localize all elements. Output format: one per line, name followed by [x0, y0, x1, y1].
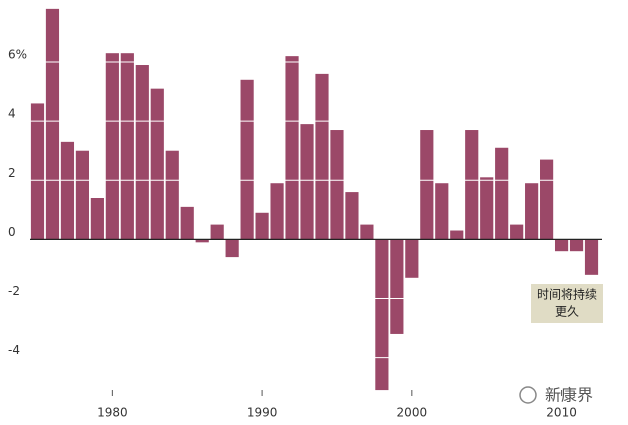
y-tick-label: 6% — [8, 48, 27, 62]
x-tick-label: 2000 — [397, 406, 428, 420]
bar — [315, 73, 329, 240]
bar — [510, 224, 524, 240]
bar — [375, 239, 389, 391]
bar — [30, 103, 45, 240]
bar — [360, 224, 374, 240]
bar — [120, 53, 134, 240]
x-tick-label: 2010 — [546, 406, 577, 420]
bar — [345, 192, 359, 240]
bar — [554, 239, 569, 252]
bar — [90, 198, 104, 240]
x-tick-label: 1980 — [97, 406, 128, 420]
y-tick-label: 0 — [8, 225, 16, 239]
bar — [45, 8, 60, 240]
bar — [390, 239, 404, 334]
bar — [584, 239, 599, 275]
bar — [435, 183, 449, 240]
bar — [525, 183, 539, 240]
bar — [60, 141, 75, 240]
bar — [480, 177, 494, 240]
bar — [210, 224, 224, 240]
bar — [569, 239, 584, 252]
bar — [330, 130, 344, 240]
bar — [240, 79, 254, 240]
bar — [150, 88, 164, 240]
plot: 6% 4 2 0 -2 -4 1980 1990 2000 2010 — [8, 8, 602, 420]
bar — [285, 56, 299, 240]
bar — [540, 159, 554, 240]
bar — [180, 206, 194, 240]
bar — [255, 212, 269, 240]
bar — [135, 65, 149, 240]
bar — [165, 150, 179, 240]
watermark-icon — [519, 386, 537, 404]
bar — [105, 53, 119, 240]
bar — [450, 230, 464, 240]
annotation-box — [531, 284, 603, 323]
bar — [405, 239, 419, 278]
bar — [195, 239, 209, 243]
annotation: 时间将持续 — [537, 287, 597, 302]
bar — [465, 130, 479, 240]
y-tick-label: -2 — [8, 284, 20, 298]
bar — [225, 239, 239, 258]
bar — [75, 150, 89, 240]
bar — [495, 147, 509, 240]
x-tick-label: 1990 — [247, 406, 278, 420]
annotation: 更久 — [555, 305, 579, 319]
watermark: 新康界 — [545, 386, 593, 405]
y-tick-label: 4 — [8, 107, 16, 121]
y-tick-label: -4 — [8, 343, 20, 357]
y-tick-label: 2 — [8, 166, 16, 180]
bar — [420, 130, 434, 240]
bar — [300, 124, 314, 240]
bar — [270, 183, 284, 240]
